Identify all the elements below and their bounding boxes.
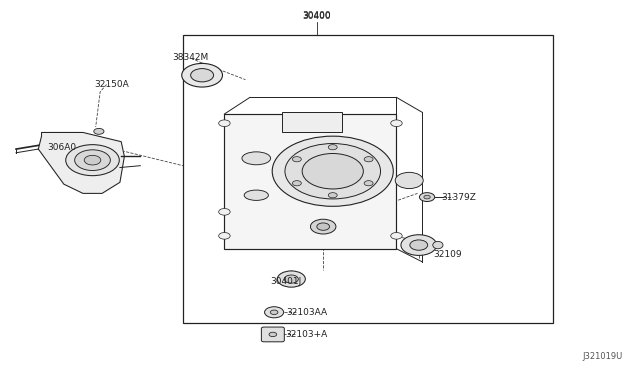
Ellipse shape <box>244 190 268 201</box>
Circle shape <box>410 240 428 250</box>
Text: 30400: 30400 <box>303 12 331 20</box>
Text: J321019U: J321019U <box>582 352 623 361</box>
Ellipse shape <box>219 120 230 126</box>
Text: 31379Z: 31379Z <box>441 193 476 202</box>
Text: 38342M: 38342M <box>172 53 209 62</box>
Circle shape <box>328 145 337 150</box>
Text: 32103AA: 32103AA <box>286 308 327 317</box>
Ellipse shape <box>391 120 402 126</box>
Circle shape <box>328 193 337 198</box>
Circle shape <box>317 223 330 230</box>
Circle shape <box>395 172 423 189</box>
Circle shape <box>270 310 278 314</box>
Circle shape <box>284 275 298 283</box>
FancyBboxPatch shape <box>261 327 284 342</box>
Ellipse shape <box>391 232 402 239</box>
Circle shape <box>292 181 301 186</box>
Circle shape <box>364 181 373 186</box>
Circle shape <box>66 145 119 176</box>
Text: 32103+A: 32103+A <box>285 330 328 339</box>
Circle shape <box>191 68 214 82</box>
Circle shape <box>84 155 100 165</box>
Circle shape <box>285 144 381 199</box>
Circle shape <box>310 219 336 234</box>
Circle shape <box>269 332 276 337</box>
Polygon shape <box>38 132 124 193</box>
Text: 32150A: 32150A <box>94 80 129 89</box>
Text: 306A0: 306A0 <box>47 143 76 152</box>
Circle shape <box>292 157 301 162</box>
Bar <box>183 35 552 323</box>
Ellipse shape <box>219 232 230 239</box>
Ellipse shape <box>242 152 271 165</box>
Text: 30401J: 30401J <box>270 277 301 286</box>
Circle shape <box>424 195 430 199</box>
Circle shape <box>302 154 364 189</box>
Circle shape <box>264 307 284 318</box>
Circle shape <box>419 193 435 202</box>
Circle shape <box>272 136 394 206</box>
Circle shape <box>75 150 110 170</box>
Circle shape <box>277 271 305 287</box>
Circle shape <box>364 157 373 162</box>
Ellipse shape <box>219 209 230 215</box>
Ellipse shape <box>433 241 443 249</box>
Circle shape <box>182 63 223 87</box>
Circle shape <box>401 235 436 256</box>
Bar <box>225 114 396 249</box>
Circle shape <box>94 128 104 134</box>
Text: 30400: 30400 <box>303 11 331 20</box>
Text: 32109: 32109 <box>433 250 462 259</box>
Bar <box>282 112 342 132</box>
